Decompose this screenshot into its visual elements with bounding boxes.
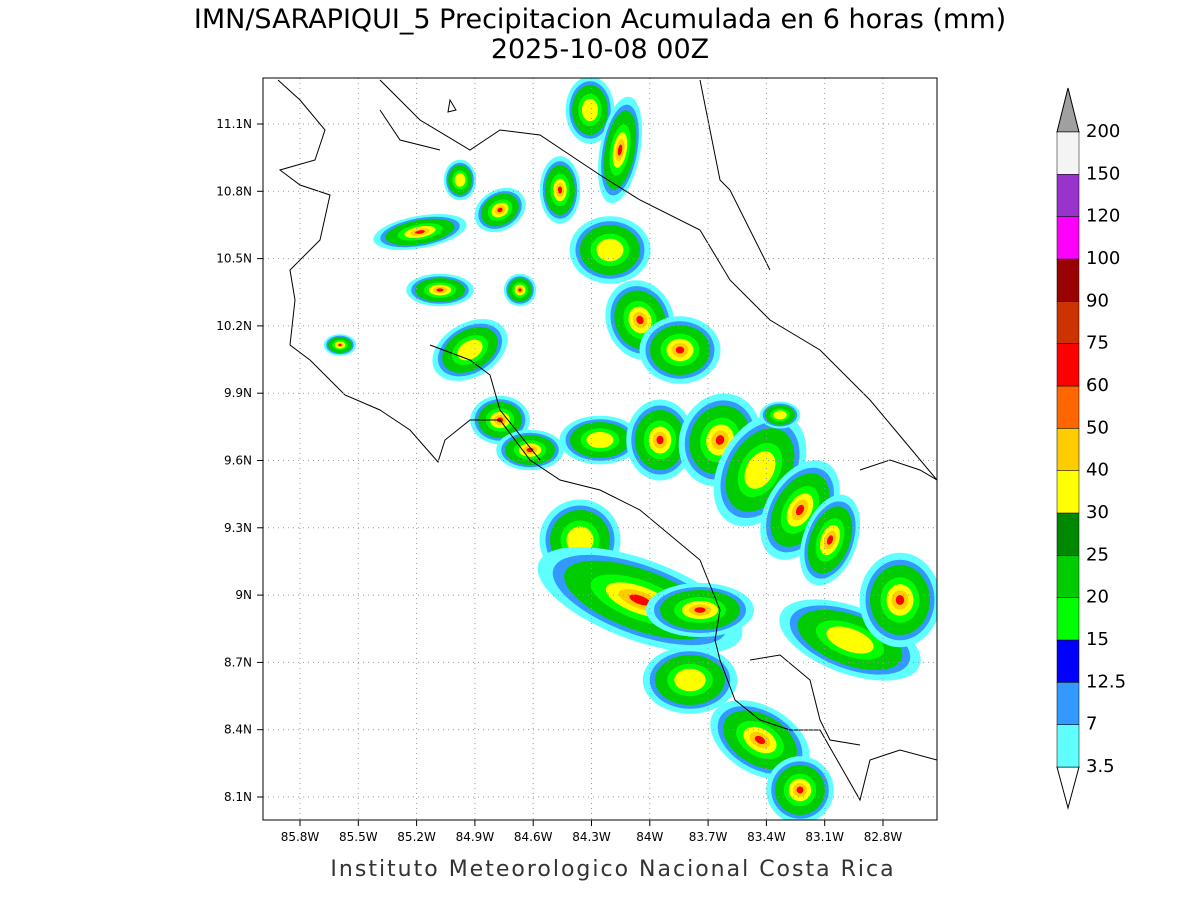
graticule <box>263 78 937 820</box>
lat-tick-label: 9.6N <box>224 454 252 468</box>
colorbar-segment <box>1056 258 1080 302</box>
colorbar-label: 12.5 <box>1086 671 1126 692</box>
rain-contour <box>744 451 776 489</box>
colorbar-above <box>1056 87 1080 133</box>
map-title: IMN/SARAPIQUI_5 Precipitacion Acumulada … <box>194 4 1006 35</box>
lon-tick-label: 84.9W <box>456 830 495 844</box>
colorbar-label: 100 <box>1086 248 1120 269</box>
rain-contour <box>557 186 563 194</box>
rain-contour <box>675 346 685 354</box>
lat-tick-label: 9.3N <box>224 521 252 535</box>
colorbar-label: 3.5 <box>1086 756 1115 777</box>
colorbar-label: 25 <box>1086 544 1109 565</box>
rain-contour <box>895 595 905 605</box>
rain-contour <box>773 410 787 420</box>
colorbar-segment <box>1056 385 1080 429</box>
rain-contour <box>581 98 599 122</box>
lon-tick-label: 83.7W <box>689 830 728 844</box>
colorbar-segment <box>1056 597 1080 641</box>
colorbar-label: 75 <box>1086 333 1109 354</box>
colorbar-label: 7 <box>1086 714 1097 735</box>
lat-tick-label: 8.7N <box>224 655 252 669</box>
colorbar-label: 150 <box>1086 163 1120 184</box>
colorbar-label: 120 <box>1086 206 1120 227</box>
rain-contour <box>436 288 444 292</box>
lat-tick-label: 9.9N <box>224 386 252 400</box>
lon-tick-label: 84.6W <box>514 830 553 844</box>
colorbar-label: 60 <box>1086 375 1109 396</box>
rain-contour <box>586 431 614 449</box>
rain-contour <box>629 594 651 606</box>
lon-tick-label: 85.5W <box>339 830 378 844</box>
rain-contour <box>457 339 483 361</box>
colorbar-segment <box>1056 301 1080 344</box>
colorbar-label: 90 <box>1086 290 1109 311</box>
rain-contour <box>518 288 522 292</box>
lat-tick-label: 8.4N <box>224 723 252 737</box>
lon-tick-label: 85.2W <box>397 830 436 844</box>
rain-contour <box>596 238 624 262</box>
rain-contour <box>796 786 804 794</box>
colorbar-label: 200 <box>1086 121 1120 142</box>
lat-tick-label: 11.1N <box>216 117 252 131</box>
colorbar-segment <box>1056 512 1080 556</box>
lat-tick-label: 8.1N <box>224 790 252 804</box>
lon-tick-label: 83.1W <box>805 830 844 844</box>
map-frame <box>262 77 938 821</box>
rain-contour <box>795 504 805 516</box>
colorbar-label: 30 <box>1086 502 1109 523</box>
colorbar-segment <box>1056 131 1080 175</box>
rain-contour <box>826 535 834 545</box>
rain-contour <box>338 343 342 347</box>
lat-tick-label: 10.2N <box>216 319 252 333</box>
colorbar-segment <box>1056 555 1080 598</box>
colorbar-segment <box>1056 470 1080 514</box>
colorbar-segment <box>1056 174 1080 217</box>
colorbar-label: 20 <box>1086 587 1109 608</box>
rain-contour <box>617 144 623 156</box>
lon-tick-label: 82.8W <box>864 830 903 844</box>
rain-contour <box>497 207 503 213</box>
lon-tick-label: 83.4W <box>747 830 786 844</box>
rain-contour <box>715 435 725 445</box>
rain-contour <box>636 315 644 325</box>
credit: Instituto Meteorologico Nacional Costa R… <box>330 857 895 882</box>
lon-tick-label: 84W <box>636 830 663 844</box>
coastline <box>277 79 937 802</box>
colorbar: 3.5 7 12.5 15 20 25 30 40 50 60 75 90 100 120 150 200 <box>1056 87 1126 810</box>
rain-contour <box>415 230 425 234</box>
colorbar-label: 50 <box>1086 417 1109 438</box>
precipitation-field <box>323 78 937 820</box>
rain-contour <box>454 173 466 187</box>
rain-contour <box>566 526 594 554</box>
lat-tick-label: 10.5N <box>216 252 252 266</box>
colorbar-segment <box>1056 682 1080 725</box>
colorbar-segment <box>1056 428 1080 471</box>
rain-contour <box>826 626 874 654</box>
rain-contour <box>754 735 766 745</box>
colorbar-below <box>1056 766 1080 810</box>
rain-contour <box>694 607 706 613</box>
lat-tick-label: 10.8N <box>216 184 252 198</box>
lat-tick-label: 9N <box>235 588 252 602</box>
colorbar-label: 40 <box>1086 460 1109 481</box>
lon-tick-label: 84.3W <box>572 830 611 844</box>
colorbar-segment <box>1056 216 1080 260</box>
colorbar-segment <box>1056 724 1080 768</box>
colorbar-label: 15 <box>1086 629 1109 650</box>
colorbar-segment <box>1056 639 1080 683</box>
colorbar-segment <box>1056 343 1080 387</box>
axis-ticks: 85.8W 85.5W 85.2W 84.9W 84.6W 84.3W 84W 83.7W 83… <box>216 117 902 844</box>
rain-contour <box>656 435 664 445</box>
map-subtitle: 2025-10-08 00Z <box>491 34 709 65</box>
lon-tick-label: 85.8W <box>281 830 320 844</box>
rain-contour <box>674 668 706 692</box>
